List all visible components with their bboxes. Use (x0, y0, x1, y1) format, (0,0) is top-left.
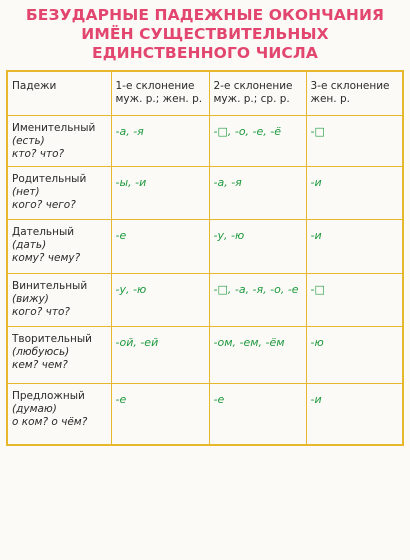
case-hint: (думаю) (12, 402, 57, 415)
ending-cell-declension-1: -ы, -и (110, 165, 210, 220)
ending-text: -□, -о, -е, -ё (213, 124, 282, 138)
header-declension-3: 3-е склонение жен. р. (305, 70, 404, 116)
ending-text: -□ (310, 282, 325, 296)
case-name: Творительный (12, 332, 92, 345)
case-cell: Винительный (вижу) кого? что? (6, 272, 112, 327)
header-genders: жен. р. (310, 93, 350, 105)
ending-cell-declension-3: -ю (305, 325, 404, 384)
ending-text: -а, -я (213, 175, 242, 189)
table-row-accusative: Винительный (вижу) кого? что? -у, -ю -□,… (6, 272, 404, 327)
case-question: кому? чему? (12, 251, 81, 264)
ending-text: -и (310, 175, 322, 189)
case-hint: (есть) (12, 134, 45, 147)
ending-cell-declension-1: -е (110, 218, 210, 274)
ending-text: -е (115, 228, 127, 242)
case-name: Родительный (12, 172, 87, 185)
case-question: кем? чем? (12, 358, 68, 371)
ending-text: -ом, -ем, -ём (213, 335, 285, 349)
case-name: Предложный (12, 389, 85, 402)
header-genders: муж. р.; ср. р. (213, 93, 290, 105)
ending-text: -□, -а, -я, -о, -е (213, 282, 299, 296)
ending-text: -□ (310, 124, 325, 138)
ending-cell-declension-1: -у, -ю (110, 272, 210, 327)
ending-cell-declension-1: -ой, -ей (110, 325, 210, 384)
ending-cell-declension-2: -а, -я (208, 165, 307, 220)
case-question: кого? что? (12, 305, 70, 318)
case-name: Винительный (12, 279, 88, 292)
ending-cell-declension-2: -□, -о, -е, -ё (208, 114, 307, 167)
ending-cell-declension-3: -и (305, 165, 404, 220)
ending-cell-declension-1: -а, -я (110, 114, 210, 167)
ending-cell-declension-2: -□, -а, -я, -о, -е (208, 272, 307, 327)
table-header-row: Падежи 1-е склонение муж. р.; жен. р. 2-… (6, 70, 404, 116)
case-cell: Предложный (думаю) о ком? о чём? (6, 382, 112, 446)
case-hint: (дать) (12, 238, 47, 251)
case-hint: (любуюсь) (12, 345, 70, 358)
header-genders: муж. р.; жен. р. (115, 93, 203, 105)
header-label: 2-е склонение (213, 80, 293, 92)
title-line-3: ЕДИНСТВЕННОГО ЧИСЛА (92, 44, 318, 62)
ending-text: -и (310, 392, 322, 406)
page-title: БЕЗУДАРНЫЕ ПАДЕЖНЫЕ ОКОНЧАНИЯ ИМЁН СУЩЕС… (0, 6, 410, 63)
ending-cell-declension-3: -□ (305, 272, 404, 327)
ending-text: -ю (310, 335, 324, 349)
ending-text: -е (213, 392, 225, 406)
case-cell: Родительный (нет) кого? чего? (6, 165, 112, 220)
table-row-dative: Дательный (дать) кому? чему? -е -у, -ю -… (6, 218, 404, 274)
header-label: 1-е склонение (115, 80, 195, 92)
case-name: Именительный (12, 121, 96, 134)
ending-cell-declension-1: -е (110, 382, 210, 446)
table-row-genitive: Родительный (нет) кого? чего? -ы, -и -а,… (6, 165, 404, 220)
header-declension-1: 1-е склонение муж. р.; жен. р. (110, 70, 210, 116)
title-line-2: ИМЁН СУЩЕСТВИТЕЛЬНЫХ (81, 25, 329, 43)
table-row-prepositional: Предложный (думаю) о ком? о чём? -е -е -… (6, 382, 404, 446)
ending-text: -а, -я (115, 124, 144, 138)
header-cases: Падежи (6, 70, 112, 116)
ending-cell-declension-3: -и (305, 218, 404, 274)
case-cell: Творительный (любуюсь) кем? чем? (6, 325, 112, 384)
ending-text: -ы, -и (115, 175, 147, 189)
case-question: о ком? о чём? (12, 415, 88, 428)
ending-cell-declension-2: -у, -ю (208, 218, 307, 274)
ending-cell-declension-3: -□ (305, 114, 404, 167)
ending-text: -у, -ю (115, 282, 147, 296)
ending-text: -ой, -ей (115, 335, 159, 349)
ending-text: -и (310, 228, 322, 242)
ending-cell-declension-3: -и (305, 382, 404, 446)
case-cell: Именительный (есть) кто? что? (6, 114, 112, 167)
case-question: кто? что? (12, 147, 65, 160)
title-line-1: БЕЗУДАРНЫЕ ПАДЕЖНЫЕ ОКОНЧАНИЯ (25, 6, 385, 24)
case-cell: Дательный (дать) кому? чему? (6, 218, 112, 274)
ending-cell-declension-2: -ом, -ем, -ём (208, 325, 307, 384)
header-declension-2: 2-е склонение муж. р.; ср. р. (208, 70, 307, 116)
case-hint: (нет) (12, 185, 40, 198)
table-row-instrumental: Творительный (любуюсь) кем? чем? -ой, -е… (6, 325, 404, 384)
case-name: Дательный (12, 225, 75, 238)
table-row-nominative: Именительный (есть) кто? что? -а, -я -□,… (6, 114, 404, 167)
ending-text: -у, -ю (213, 228, 245, 242)
case-question: кого? чего? (12, 198, 76, 211)
case-endings-table: Падежи 1-е склонение муж. р.; жен. р. 2-… (6, 70, 404, 446)
ending-text: -е (115, 392, 127, 406)
header-label: Падежи (12, 80, 57, 92)
case-hint: (вижу) (12, 292, 49, 305)
header-label: 3-е склонение (310, 80, 390, 92)
ending-cell-declension-2: -е (208, 382, 307, 446)
